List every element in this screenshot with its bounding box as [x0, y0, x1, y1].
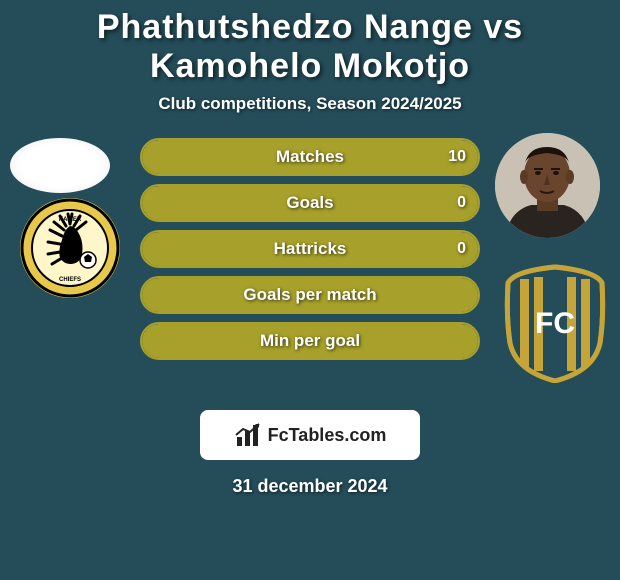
stat-row-min-per-goal: Min per goal: [140, 322, 480, 360]
stat-label: Hattricks: [142, 232, 478, 266]
fctables-badge[interactable]: FcTables.com: [200, 410, 420, 460]
stat-bars: Matches 10 Goals 0 Hattricks 0 Goals per…: [140, 138, 480, 368]
page-title: Phathutshedzo Nange vs Kamohelo Mokotjo: [20, 8, 600, 86]
subtitle: Club competitions, Season 2024/2025: [0, 94, 620, 114]
stat-label: Goals per match: [142, 278, 478, 312]
stat-row-matches: Matches 10: [140, 138, 480, 176]
kaizer-chiefs-icon: KAIZER CHIEFS: [20, 198, 120, 298]
stat-row-goals-per-match: Goals per match: [140, 276, 480, 314]
club-left-badge: KAIZER CHIEFS: [20, 198, 120, 298]
footer-date: 31 december 2024: [0, 476, 620, 497]
club-right-badge: FC: [500, 263, 610, 383]
player-right-avatar: [495, 133, 600, 238]
svg-text:KAIZER: KAIZER: [59, 217, 82, 223]
comparison-area: KAIZER CHIEFS: [0, 138, 620, 398]
stat-right-value: 10: [448, 140, 466, 174]
svg-text:FC: FC: [535, 307, 575, 340]
stat-right-value: 0: [457, 186, 466, 220]
stat-label: Matches: [142, 140, 478, 174]
stat-right-value: 0: [457, 232, 466, 266]
player-left-avatar: [10, 138, 110, 193]
stat-label: Min per goal: [142, 324, 478, 358]
chart-icon: [234, 421, 262, 449]
capetown-fc-icon: FC: [500, 263, 610, 383]
stat-row-hattricks: Hattricks 0: [140, 230, 480, 268]
svg-text:CHIEFS: CHIEFS: [59, 277, 81, 283]
stat-label: Goals: [142, 186, 478, 220]
avatar-icon: [495, 133, 600, 238]
fctables-label: FcTables.com: [268, 425, 387, 446]
stat-row-goals: Goals 0: [140, 184, 480, 222]
